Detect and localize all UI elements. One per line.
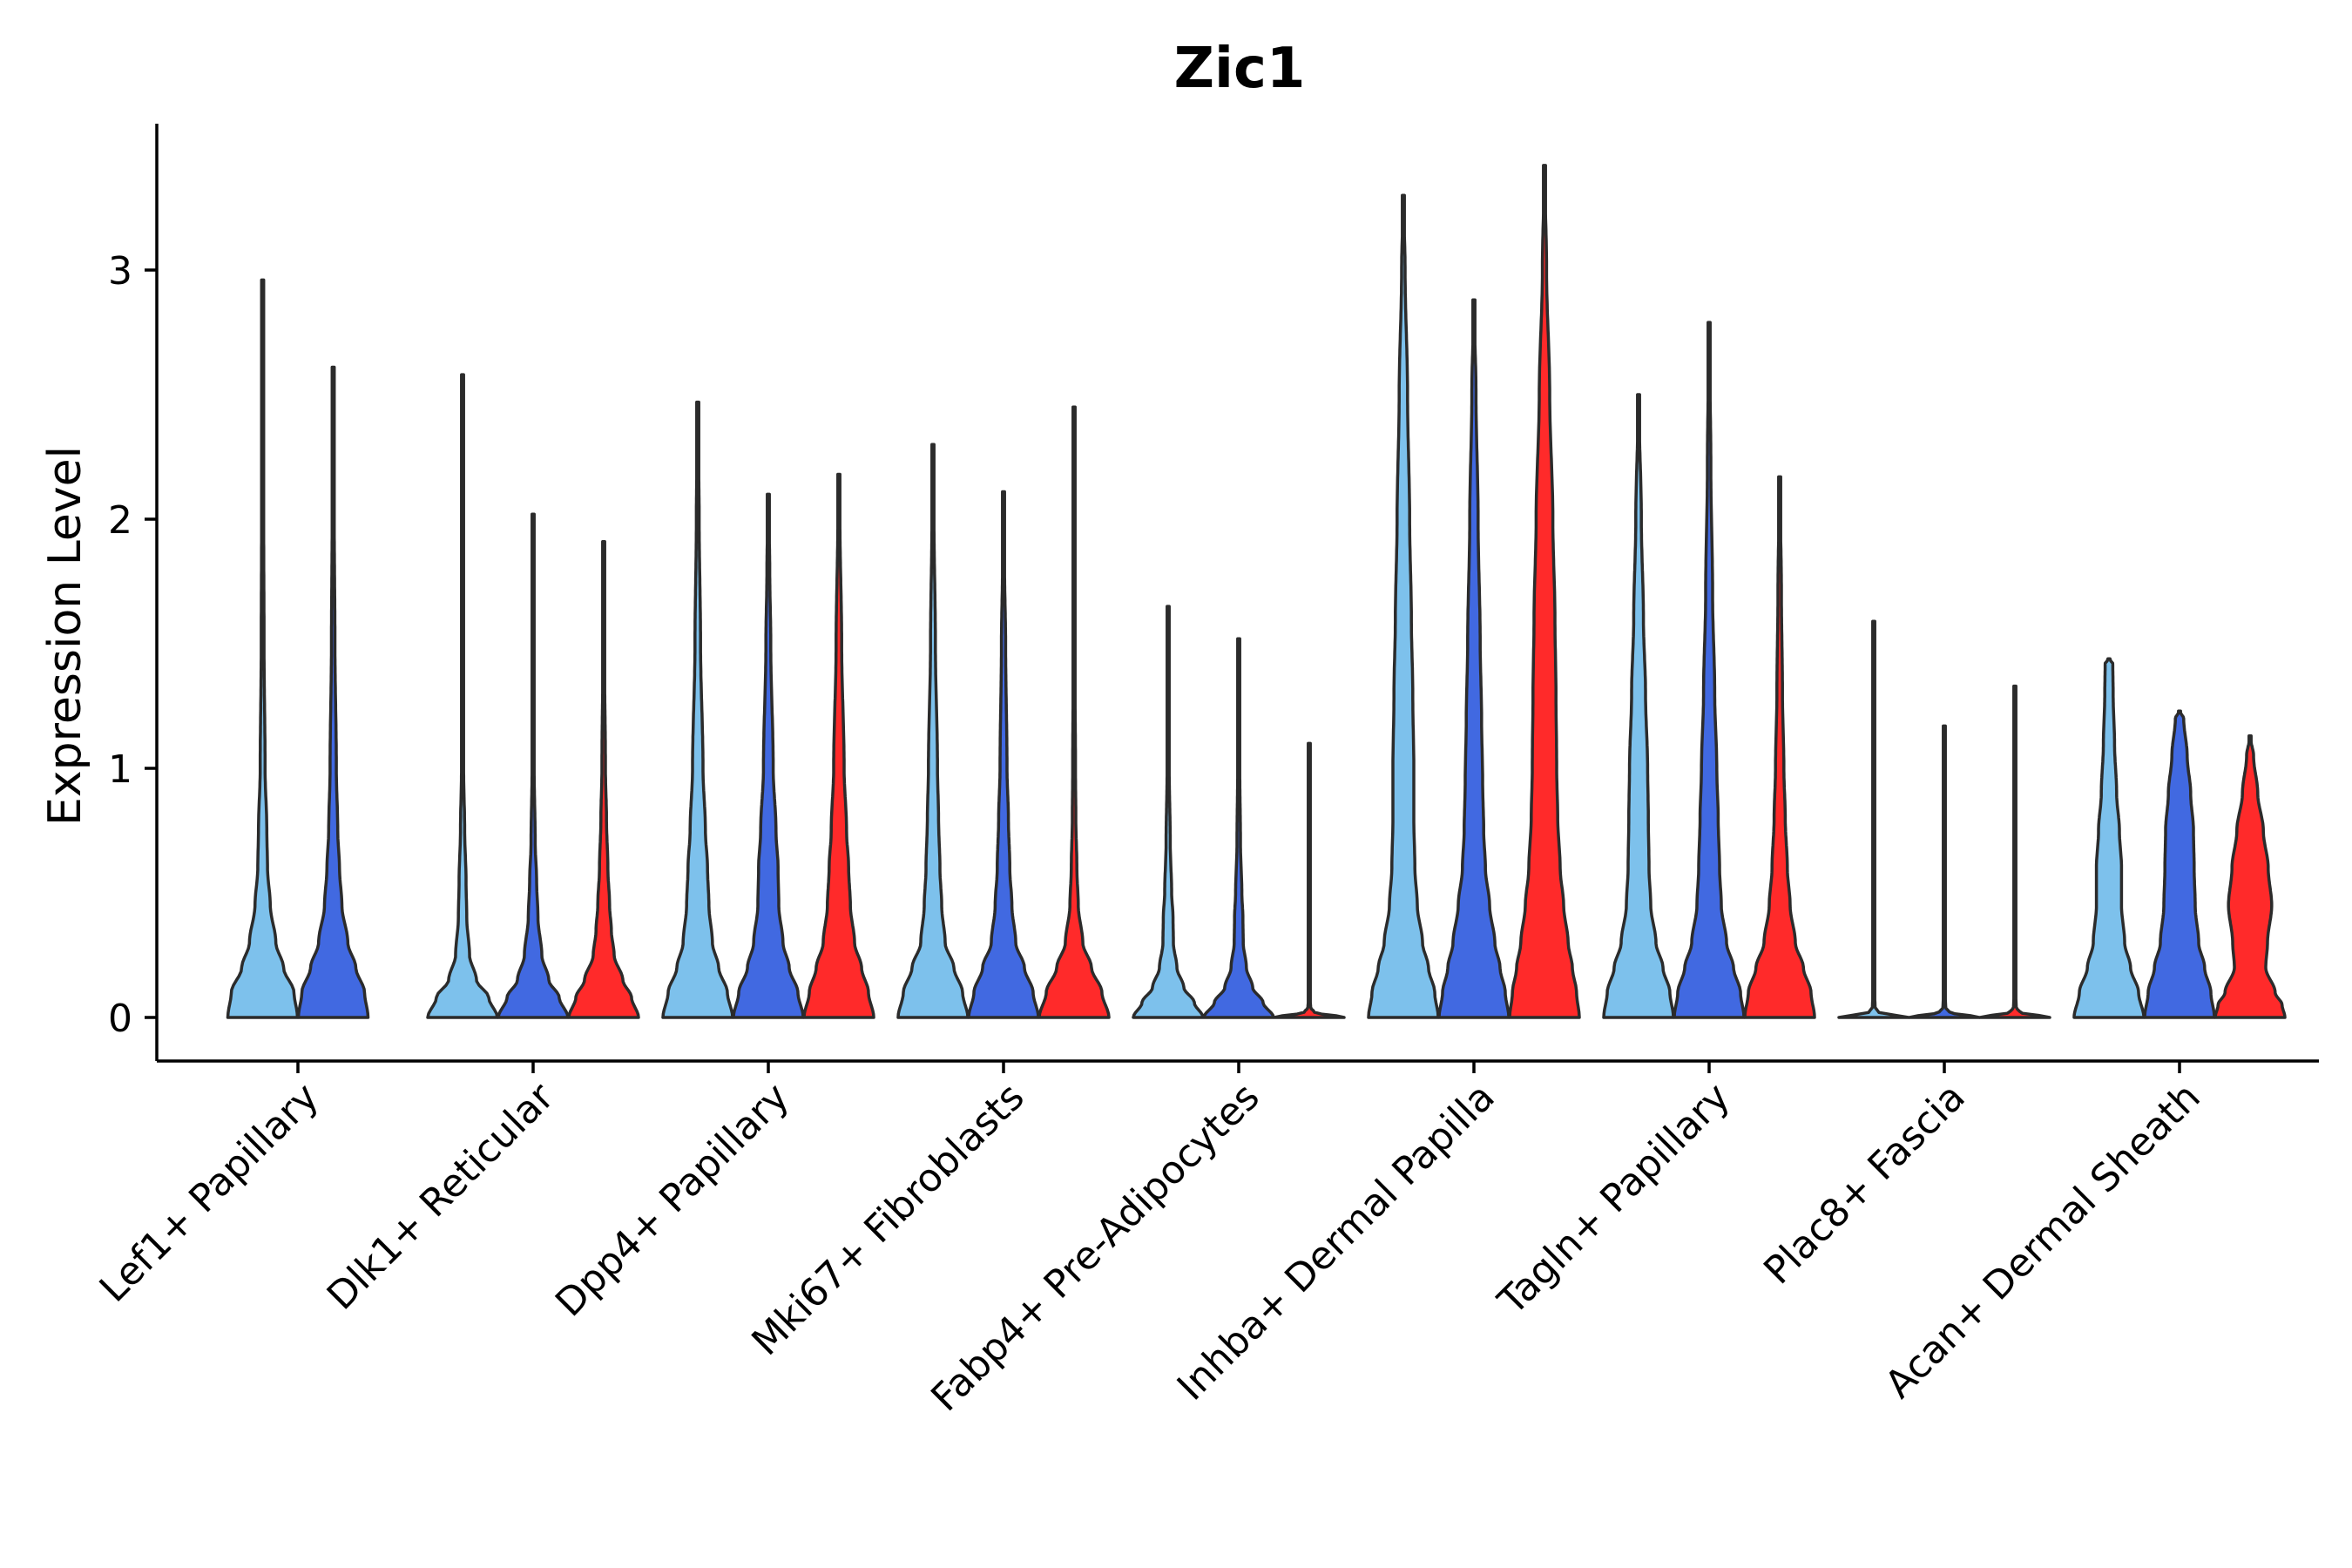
x-tick-label: Lef1+ Papillary <box>91 1075 328 1311</box>
violin-0-1 <box>296 365 370 1019</box>
violins-layer <box>226 164 2287 1019</box>
x-tick-label: Dlk1+ Reticular <box>319 1074 564 1319</box>
violin-2-0 <box>661 400 734 1019</box>
violin-7-1 <box>1908 724 1981 1019</box>
violin-0-0 <box>226 278 300 1019</box>
violin-8-0 <box>2072 657 2146 1019</box>
violin-2-1 <box>732 492 805 1019</box>
y-tick-label: 3 <box>108 249 132 294</box>
violin-3-1 <box>967 490 1040 1019</box>
violin-1-2 <box>567 539 640 1019</box>
y-axis-ticks: 0 1 2 3 <box>108 249 157 1041</box>
violin-7-2 <box>1978 684 2051 1019</box>
violin-6-0 <box>1602 393 1675 1019</box>
violin-4-2 <box>1273 741 1346 1019</box>
chart-title: Zic1 <box>1174 37 1306 101</box>
violin-2-2 <box>802 472 875 1019</box>
violin-1-1 <box>497 512 570 1019</box>
violin-6-1 <box>1673 321 1746 1019</box>
violin-8-2 <box>2213 734 2287 1019</box>
violin-4-1 <box>1202 637 1275 1019</box>
y-tick-label: 1 <box>108 747 132 792</box>
violin-7-0 <box>1837 619 1910 1019</box>
violin-3-0 <box>896 443 970 1019</box>
x-tick-label: Tagln+ Papillary <box>1490 1075 1739 1324</box>
violin-8-1 <box>2143 709 2216 1019</box>
x-tick-label: Plac8+ Fascia <box>1755 1075 1974 1294</box>
x-tick-label: Dpp4+ Papillary <box>547 1075 798 1326</box>
y-tick-label: 2 <box>108 498 132 543</box>
violin-6-2 <box>1743 475 1816 1019</box>
violin-5-0 <box>1367 193 1440 1019</box>
violin-5-2 <box>1508 164 1581 1019</box>
violin-5-1 <box>1437 298 1511 1019</box>
y-axis-label: Expression Level <box>39 446 91 826</box>
violin-3-2 <box>1037 405 1111 1019</box>
y-tick-label: 0 <box>108 997 132 1041</box>
violin-1-0 <box>426 373 499 1019</box>
violin-4-0 <box>1132 605 1205 1019</box>
